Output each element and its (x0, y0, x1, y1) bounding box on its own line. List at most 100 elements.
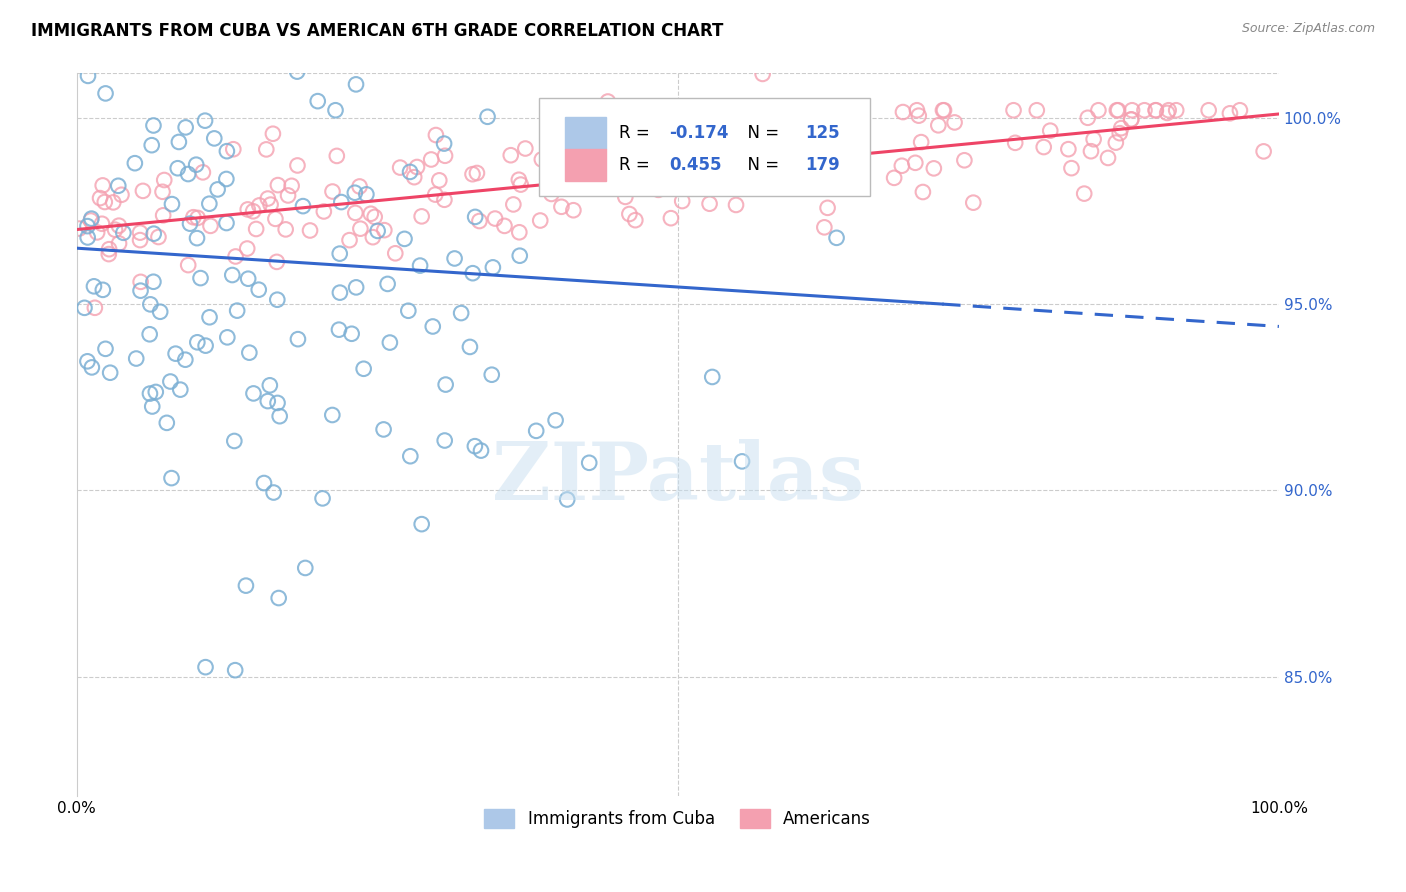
Point (363, 210, 385, 224)
Point (749, 135, 772, 149)
Point (399, 165, 422, 179)
Point (550, 200, 572, 214)
Point (142, 119, 165, 133)
Point (104, 222, 127, 236)
Point (138, 327, 160, 342)
Point (494, 219, 516, 233)
Point (666, 138, 689, 153)
Point (174, 120, 197, 135)
Point (384, 246, 406, 260)
Point (256, 192, 278, 206)
Point (94, 87, 117, 101)
Point (482, 260, 505, 275)
Point (596, 95, 619, 109)
Point (790, 120, 813, 135)
Point (509, 249, 531, 263)
Point (671, 194, 693, 208)
Point (427, 173, 450, 187)
Point (166, 161, 188, 176)
Point (186, 231, 208, 245)
Point (1108, 126, 1130, 140)
Point (1157, 103, 1180, 118)
Point (200, 219, 222, 233)
Point (433, 136, 456, 151)
Point (77, 69, 100, 83)
Point (1144, 103, 1167, 118)
Point (245, 222, 267, 236)
Point (145, 384, 167, 399)
Point (530, 153, 553, 167)
Point (325, 103, 347, 118)
Point (266, 255, 288, 269)
Point (714, 171, 737, 186)
Point (1229, 103, 1251, 118)
Point (83, 279, 105, 293)
Point (299, 223, 322, 237)
Point (247, 198, 270, 212)
Point (277, 188, 299, 202)
Point (373, 223, 395, 237)
Point (142, 275, 165, 289)
Point (1198, 103, 1220, 118)
Point (80, 213, 103, 227)
Point (619, 207, 641, 221)
Point (326, 149, 349, 163)
Point (1219, 106, 1241, 120)
Point (529, 213, 551, 227)
Point (94, 194, 117, 209)
Point (1166, 103, 1188, 118)
Point (458, 340, 481, 354)
Point (703, 178, 725, 193)
FancyBboxPatch shape (565, 117, 606, 149)
Text: N =: N = (737, 156, 785, 174)
Point (367, 224, 389, 238)
Point (329, 246, 352, 260)
Point (425, 187, 447, 202)
Point (1107, 103, 1129, 118)
Point (411, 517, 433, 532)
Point (129, 226, 152, 240)
Point (825, 231, 848, 245)
Point (207, 182, 229, 196)
Point (1039, 123, 1062, 137)
Point (226, 303, 249, 318)
Point (353, 361, 375, 376)
Point (91, 217, 114, 231)
Point (389, 161, 412, 175)
Point (883, 170, 905, 185)
Text: IMMIGRANTS FROM CUBA VS AMERICAN 6TH GRADE CORRELATION CHART: IMMIGRANTS FROM CUBA VS AMERICAN 6TH GRA… (31, 22, 723, 40)
Point (80, 211, 103, 226)
Point (484, 211, 506, 226)
Point (554, 120, 576, 134)
Point (751, 67, 773, 81)
Point (292, 199, 315, 213)
Point (89, 191, 111, 205)
Point (709, 157, 731, 171)
Point (731, 454, 754, 468)
Point (911, 185, 934, 199)
Point (259, 197, 281, 211)
Point (280, 178, 302, 193)
Point (433, 193, 456, 207)
Point (582, 171, 605, 186)
Point (264, 211, 287, 226)
Point (191, 165, 214, 179)
Point (198, 196, 221, 211)
Point (73, 301, 96, 315)
Text: ZIPatlas: ZIPatlas (492, 439, 863, 517)
Point (422, 319, 444, 334)
Point (815, 145, 838, 160)
Point (1133, 103, 1156, 118)
Point (141, 138, 163, 153)
Point (607, 161, 630, 176)
Point (1077, 111, 1099, 125)
Point (267, 178, 290, 193)
Point (156, 416, 179, 430)
Point (481, 368, 503, 382)
Point (139, 297, 162, 311)
Point (174, 352, 197, 367)
Point (910, 135, 932, 149)
Point (396, 303, 419, 318)
Point (620, 101, 643, 115)
Point (772, 164, 794, 178)
